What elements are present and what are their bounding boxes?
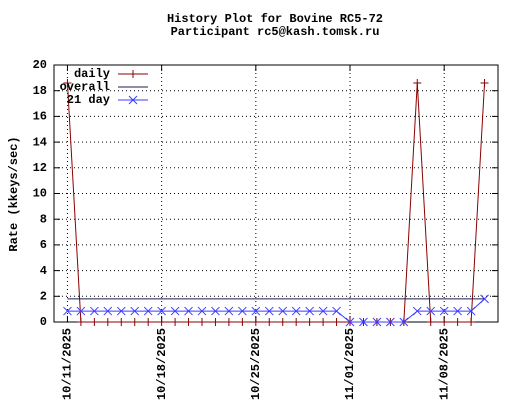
point-marker [386,317,395,327]
y-tick-label: 6 [40,238,47,252]
point-marker [103,318,112,326]
point-marker [251,306,261,316]
point-marker [345,317,355,327]
point-marker [103,306,113,316]
point-marker [184,306,193,316]
point-marker [76,318,85,326]
y-tick-label: 2 [40,289,47,303]
point-marker [198,318,206,326]
point-marker [265,318,274,326]
point-marker [359,317,368,327]
legend-label: 21 day [67,93,110,107]
y-axis-label: Rate (kkeys/sec) [7,136,21,251]
point-marker [292,318,301,326]
point-marker [116,306,126,316]
point-marker [291,306,301,316]
point-marker [144,318,153,326]
point-marker [63,78,72,87]
point-marker [157,318,166,326]
point-marker [130,318,139,326]
point-marker [305,306,314,316]
y-tick-label: 20 [33,58,47,72]
point-marker [480,294,489,304]
point-marker [453,306,462,316]
point-marker [184,318,193,326]
y-tick-label: 14 [33,135,47,149]
point-marker [264,306,274,316]
y-tick-label: 18 [33,84,47,98]
point-marker [90,306,99,316]
point-marker [466,306,476,316]
legend-label: daily [74,67,110,81]
point-marker [332,318,341,326]
point-marker [197,306,207,316]
point-marker [440,318,449,326]
x-tick-label: 11/08/2025 [437,328,451,400]
point-marker [480,78,489,87]
x-tick-label: 10/11/2025 [61,328,75,400]
point-marker [143,306,153,316]
point-marker [157,306,166,316]
y-tick-label: 0 [40,315,47,329]
point-marker [318,306,328,316]
point-marker [413,78,422,87]
point-marker [412,306,422,316]
point-marker [251,318,260,326]
point-marker [399,317,409,327]
point-marker [211,306,220,316]
point-marker [90,318,99,326]
y-tick-label: 8 [40,212,47,226]
series-line [66,82,486,323]
point-marker [278,318,287,326]
point-marker [129,70,137,78]
x-tick-label: 10/25/2025 [249,328,263,400]
x-tick-label: 10/18/2025 [155,328,169,400]
point-marker [128,95,138,105]
point-marker [211,318,220,326]
chart-subtitle: Participant rc5@kash.tomsk.ru [171,25,380,39]
point-marker [305,318,314,326]
point-marker [63,306,72,316]
point-marker [453,318,462,326]
y-tick-label: 4 [40,264,47,278]
point-marker [224,318,233,326]
point-marker [426,306,436,316]
point-marker [117,318,126,326]
point-marker [238,306,247,316]
x-tick-label: 11/01/2025 [343,328,357,400]
y-tick-label: 16 [33,110,47,124]
point-marker [426,318,435,326]
point-marker [238,318,247,326]
point-marker [372,317,382,327]
point-marker [278,306,288,316]
chart-title: History Plot for Bovine RC5-72 [167,12,383,26]
point-marker [319,318,328,326]
legend-label: overall [60,80,110,94]
series-line [67,298,485,323]
point-marker [332,306,341,316]
point-marker [171,318,180,326]
point-marker [467,318,476,326]
y-tick-label: 12 [33,161,47,175]
point-marker [439,306,449,316]
point-marker [130,306,140,316]
plot-frame [53,64,499,323]
point-marker [76,306,86,316]
y-tick-label: 10 [33,187,47,201]
point-marker [224,306,234,316]
point-marker [170,306,180,316]
